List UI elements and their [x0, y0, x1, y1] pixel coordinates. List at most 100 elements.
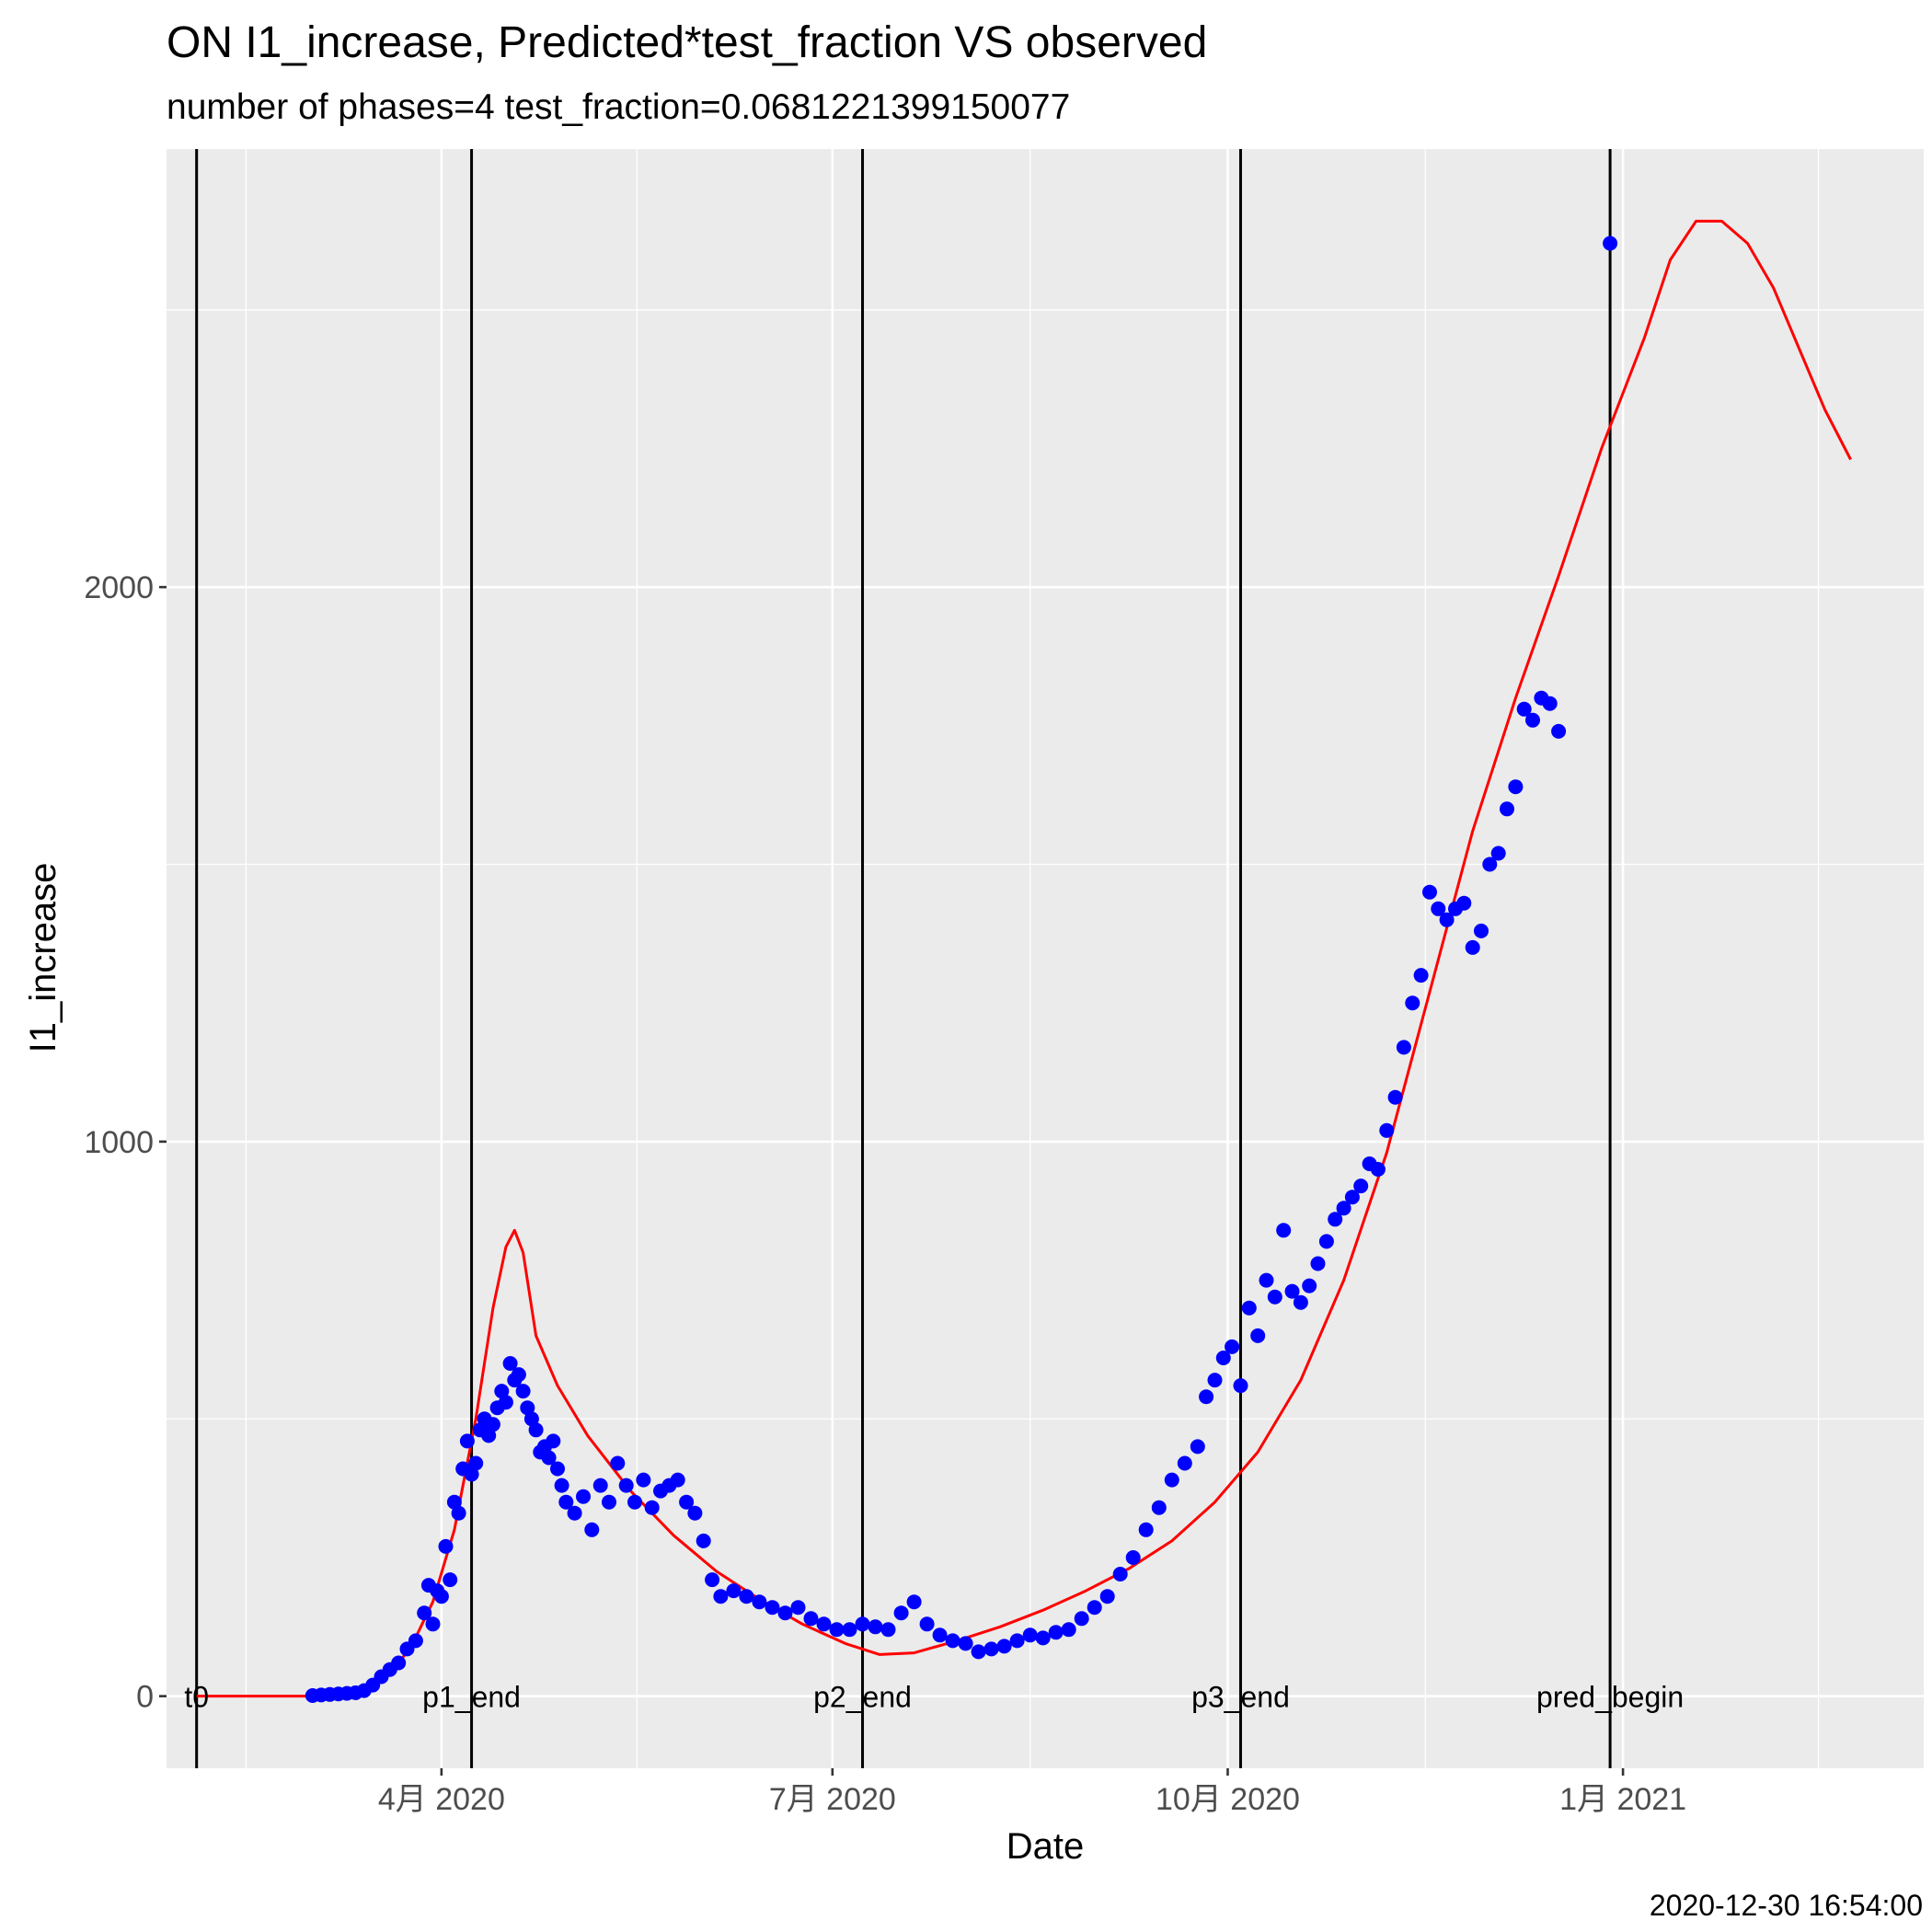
observed-point	[610, 1455, 626, 1471]
observed-point	[1215, 1351, 1231, 1365]
x-tick-label: 1月 2021	[1559, 1782, 1686, 1817]
observed-point	[1035, 1630, 1051, 1646]
plot-panel	[167, 149, 1924, 1768]
observed-point	[1465, 939, 1480, 955]
chart-subtitle: number of phases=4 test_fraction=0.06812…	[167, 87, 1070, 127]
observed-point	[713, 1589, 729, 1604]
chart-title: ON I1_increase, Predicted*test_fraction …	[167, 18, 1207, 67]
observed-point	[1267, 1289, 1282, 1305]
observed-point	[752, 1594, 767, 1610]
observed-point	[842, 1622, 857, 1638]
observed-point	[1413, 968, 1429, 983]
x-tick-label: 10月 2020	[1156, 1782, 1300, 1817]
phase-label: p3_end	[1191, 1681, 1290, 1714]
observed-point	[1318, 1234, 1334, 1249]
observed-point	[417, 1605, 432, 1621]
observed-point	[554, 1478, 569, 1493]
phase-label: pred_begin	[1536, 1681, 1684, 1714]
observed-point	[919, 1616, 935, 1632]
observed-point	[1112, 1567, 1128, 1581]
observed-point	[1009, 1633, 1025, 1649]
x-tick-label: 4月 2020	[378, 1782, 505, 1817]
observed-point	[868, 1619, 883, 1635]
observed-point	[481, 1428, 497, 1443]
observed-point	[1310, 1256, 1326, 1271]
observed-point	[932, 1627, 948, 1643]
observed-point	[592, 1478, 608, 1493]
observed-point	[1439, 912, 1455, 927]
observed-point	[855, 1616, 870, 1632]
observed-point	[829, 1622, 845, 1638]
observed-point	[1500, 801, 1514, 817]
observed-point	[880, 1622, 896, 1638]
observed-point	[494, 1384, 510, 1399]
observed-point	[1284, 1283, 1300, 1299]
observed-point	[670, 1472, 685, 1488]
observed-layer	[305, 236, 1618, 1703]
observed-point	[777, 1605, 793, 1621]
observed-point	[1431, 901, 1446, 916]
observed-point	[765, 1600, 780, 1616]
phase-labels: t0 p1_end p2_end p3_end pred_begin	[184, 1681, 1684, 1714]
observed-point	[1207, 1373, 1223, 1388]
observed-point	[1551, 723, 1567, 739]
observed-point	[1293, 1294, 1308, 1310]
observed-point	[391, 1655, 407, 1671]
phase-label: p2_end	[813, 1681, 912, 1714]
observed-point	[498, 1395, 513, 1410]
observed-point	[433, 1589, 449, 1604]
observed-point	[1190, 1439, 1205, 1455]
phase-lines	[195, 149, 1612, 1768]
observed-point	[705, 1572, 720, 1588]
observed-point	[485, 1417, 500, 1432]
observed-point	[1508, 779, 1524, 795]
observed-point	[602, 1494, 616, 1510]
y-axis-title: I1_increase	[23, 863, 63, 1053]
observed-point	[1048, 1625, 1064, 1640]
observed-point	[726, 1583, 742, 1599]
observed-point	[567, 1505, 582, 1521]
observed-point	[1225, 1339, 1240, 1354]
observed-point	[618, 1478, 634, 1493]
observed-point	[1138, 1522, 1154, 1537]
observed-point	[1482, 857, 1498, 872]
observed-point	[459, 1433, 475, 1449]
observed-point	[1164, 1472, 1179, 1488]
observed-point	[790, 1600, 806, 1616]
observed-point	[679, 1494, 695, 1510]
observed-point	[1061, 1622, 1076, 1638]
observed-point	[816, 1616, 832, 1632]
observed-point	[636, 1472, 651, 1488]
observed-point	[523, 1411, 539, 1427]
observed-point	[1233, 1378, 1248, 1394]
x-axis-title: Date	[1006, 1826, 1085, 1867]
observed-point	[520, 1400, 535, 1416]
observed-point	[803, 1611, 819, 1627]
observed-point	[1379, 1122, 1395, 1138]
observed-point	[515, 1384, 531, 1399]
observed-point	[687, 1505, 703, 1521]
y-tick-label: 2000	[84, 570, 154, 605]
observed-point	[1474, 923, 1489, 938]
grid-minor	[167, 149, 1924, 1768]
observed-point	[1328, 1212, 1343, 1227]
observed-point	[1344, 1190, 1360, 1205]
timestamp-caption: 2020-12-30 16:54:00	[1650, 1889, 1923, 1922]
observed-point	[1276, 1223, 1292, 1238]
observed-point	[1456, 895, 1472, 911]
observed-point	[971, 1644, 986, 1660]
observed-point	[451, 1505, 466, 1521]
observed-point	[1302, 1278, 1317, 1294]
observed-point	[1387, 1089, 1403, 1105]
observed-point	[584, 1522, 600, 1537]
observed-point	[1525, 712, 1540, 728]
observed-point	[1151, 1500, 1167, 1515]
observed-point	[1199, 1389, 1214, 1405]
observed-point	[546, 1433, 561, 1449]
observed-point	[1087, 1600, 1102, 1616]
observed-point	[1370, 1162, 1386, 1177]
observed-point	[558, 1494, 574, 1510]
observed-point	[511, 1367, 526, 1383]
observed-point	[446, 1494, 462, 1510]
